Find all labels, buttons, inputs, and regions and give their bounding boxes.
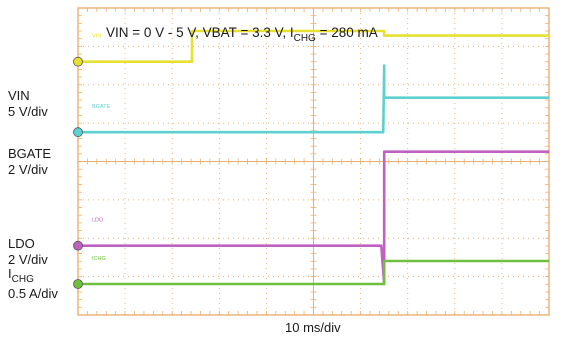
vin-trace [78,29,549,64]
ichg-scale: 0.5 A/div [8,286,58,301]
chart-title: VIN = 0 V - 5 V, VBAT = 3.3 V, ICHG = 28… [106,25,378,44]
channel-markers [73,56,83,289]
ldo-scale: 2 V/div [8,252,48,267]
ichg-channel-name: ICHG [8,266,34,285]
bgate-trace [78,64,549,134]
vin-scale: 5 V/div [8,104,48,119]
bgate-trace-tag: BGATE [92,104,111,110]
ichg-ground-marker [73,279,83,289]
bgate-ground-marker [73,127,83,138]
grid [77,7,550,316]
ichg-trace-tag: ICHG [92,256,106,262]
ldo-ground-marker [73,240,83,251]
traces: VIN BGATE LDO ICHG [78,29,549,286]
bgate-channel-name: BGATE [8,146,52,161]
vin-trace-tag: VIN [92,34,101,40]
vin-channel-name: VIN [8,88,30,103]
vin-ground-marker [73,56,83,67]
ldo-channel-name: LDO [8,236,35,251]
x-axis-label: 10 ms/div [285,320,341,335]
ldo-trace-tag: LDO [92,218,104,224]
bgate-scale: 2 V/div [8,162,48,177]
ichg-trace [78,259,549,286]
